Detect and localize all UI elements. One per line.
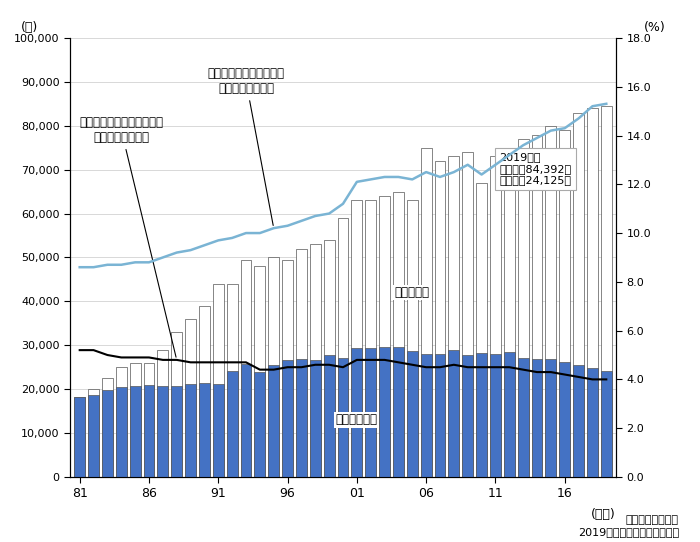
Bar	[421, 147, 432, 477]
Bar	[393, 192, 404, 477]
Bar	[531, 134, 542, 477]
Bar	[241, 364, 251, 477]
Bar	[254, 266, 265, 477]
Bar	[144, 363, 155, 477]
Bar	[130, 386, 141, 477]
Bar	[559, 130, 570, 477]
Bar	[587, 108, 598, 477]
Bar	[310, 360, 321, 477]
Bar	[407, 351, 418, 477]
Bar	[587, 368, 598, 477]
Bar	[559, 363, 570, 477]
Bar	[74, 397, 85, 477]
Bar	[365, 348, 376, 477]
Text: 法定外福利費の対現金給与
総額比率（右軸）: 法定外福利費の対現金給与 総額比率（右軸）	[79, 116, 176, 357]
Bar	[462, 356, 473, 477]
Bar	[227, 371, 237, 477]
Bar	[379, 196, 390, 477]
Bar	[102, 390, 113, 477]
Bar	[601, 371, 612, 477]
Bar	[504, 152, 514, 477]
Bar	[254, 372, 265, 477]
Bar	[116, 367, 127, 477]
Text: 法定外福利費: 法定外福利費	[336, 414, 378, 427]
Bar	[393, 346, 404, 477]
Bar	[407, 201, 418, 477]
Bar	[144, 385, 155, 477]
Bar	[186, 384, 196, 477]
Bar	[518, 139, 528, 477]
Bar	[296, 359, 307, 477]
Bar	[199, 306, 210, 477]
Bar	[421, 354, 432, 477]
Text: 法定福利費の対現金給与
総額比率（右軸）: 法定福利費の対現金給与 総額比率（右軸）	[207, 67, 284, 225]
Bar	[130, 363, 141, 477]
Bar	[88, 395, 99, 477]
Bar	[337, 358, 349, 477]
Bar	[476, 183, 487, 477]
Bar	[504, 352, 514, 477]
Bar	[365, 201, 376, 477]
Bar	[268, 257, 279, 477]
Bar	[268, 365, 279, 477]
Bar	[310, 244, 321, 477]
Bar	[545, 359, 557, 477]
Bar	[186, 319, 196, 477]
Bar	[282, 260, 293, 477]
Bar	[74, 397, 85, 477]
Text: 2019年度
法定　　84,392円
法定外　24,125円: 2019年度 法定 84,392円 法定外 24,125円	[500, 152, 572, 185]
Bar	[337, 218, 349, 477]
Bar	[490, 157, 500, 477]
Bar	[213, 384, 224, 477]
Bar	[379, 347, 390, 477]
Bar	[199, 383, 210, 477]
Bar	[158, 350, 168, 477]
Bar	[601, 106, 612, 477]
Bar	[296, 249, 307, 477]
Bar	[435, 353, 445, 477]
Bar	[102, 378, 113, 477]
Bar	[573, 113, 584, 477]
Bar	[116, 387, 127, 477]
Bar	[158, 386, 168, 477]
Text: (円): (円)	[21, 21, 38, 34]
Bar	[172, 332, 182, 477]
Bar	[213, 284, 224, 477]
Bar	[351, 201, 363, 477]
Bar	[282, 360, 293, 477]
Bar	[518, 358, 528, 477]
Bar	[462, 152, 473, 477]
Bar	[172, 386, 182, 477]
Bar	[449, 350, 459, 477]
Text: 法定福利費: 法定福利費	[395, 286, 430, 299]
Bar	[323, 356, 335, 477]
Bar	[476, 353, 487, 477]
Bar	[545, 126, 557, 477]
Bar	[531, 359, 542, 477]
Bar	[88, 389, 99, 477]
Bar	[351, 349, 363, 477]
Bar	[449, 157, 459, 477]
Bar	[241, 260, 251, 477]
Text: (%): (%)	[643, 21, 665, 34]
Text: 出典：日本経団連
2019年度「福利厚生費調査」: 出典：日本経団連 2019年度「福利厚生費調査」	[578, 515, 679, 537]
Bar	[435, 161, 445, 477]
Text: (年度): (年度)	[592, 508, 616, 521]
Bar	[227, 284, 237, 477]
Bar	[573, 365, 584, 477]
Bar	[323, 240, 335, 477]
Bar	[490, 354, 500, 477]
